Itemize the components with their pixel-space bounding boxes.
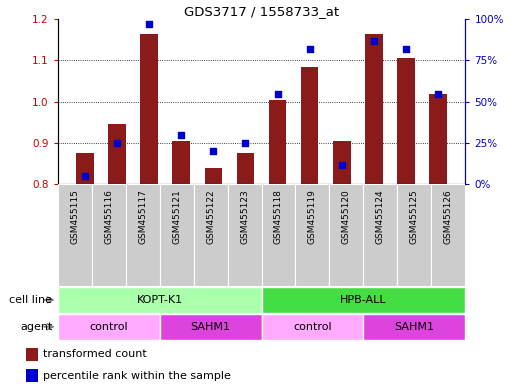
Bar bbox=[236, 153, 254, 184]
Point bbox=[274, 91, 282, 97]
Text: transformed count: transformed count bbox=[43, 349, 147, 359]
Text: GSM455116: GSM455116 bbox=[104, 189, 113, 244]
Bar bbox=[397, 184, 431, 286]
Bar bbox=[160, 184, 194, 286]
Point bbox=[402, 46, 410, 52]
Text: SAHM1: SAHM1 bbox=[394, 322, 435, 332]
Bar bbox=[269, 100, 287, 184]
Bar bbox=[397, 58, 415, 184]
Bar bbox=[363, 314, 465, 340]
Bar bbox=[363, 184, 397, 286]
Text: percentile rank within the sample: percentile rank within the sample bbox=[43, 371, 231, 381]
Text: control: control bbox=[293, 322, 332, 332]
Bar bbox=[329, 184, 363, 286]
Bar bbox=[429, 93, 447, 184]
Bar bbox=[76, 153, 94, 184]
Bar bbox=[26, 348, 38, 361]
Bar bbox=[262, 184, 295, 286]
Bar bbox=[160, 314, 262, 340]
Bar bbox=[228, 184, 262, 286]
Text: GSM455123: GSM455123 bbox=[240, 189, 249, 244]
Text: HPB-ALL: HPB-ALL bbox=[340, 295, 387, 305]
Bar bbox=[140, 34, 158, 184]
Text: GSM455119: GSM455119 bbox=[308, 189, 317, 244]
Bar bbox=[301, 67, 319, 184]
Text: GSM455118: GSM455118 bbox=[274, 189, 283, 244]
Bar bbox=[126, 184, 160, 286]
Bar bbox=[26, 369, 38, 382]
Bar bbox=[431, 184, 465, 286]
Bar bbox=[204, 168, 222, 184]
Bar bbox=[58, 184, 92, 286]
Point bbox=[177, 132, 186, 138]
Text: GSM455122: GSM455122 bbox=[206, 189, 215, 244]
Point bbox=[209, 148, 218, 154]
Text: GSM455124: GSM455124 bbox=[376, 189, 385, 244]
Bar bbox=[262, 314, 363, 340]
Text: cell line: cell line bbox=[9, 295, 52, 305]
Point bbox=[145, 21, 153, 27]
Text: control: control bbox=[89, 322, 128, 332]
Point bbox=[370, 38, 378, 44]
Text: GSM455115: GSM455115 bbox=[70, 189, 79, 244]
Point bbox=[434, 91, 442, 97]
Point bbox=[241, 140, 249, 146]
Bar bbox=[58, 287, 262, 313]
Bar bbox=[173, 141, 190, 184]
Bar bbox=[108, 124, 126, 184]
Title: GDS3717 / 1558733_at: GDS3717 / 1558733_at bbox=[184, 5, 339, 18]
Point bbox=[305, 46, 314, 52]
Bar bbox=[333, 141, 350, 184]
Text: KOPT-K1: KOPT-K1 bbox=[137, 295, 183, 305]
Bar bbox=[365, 34, 383, 184]
Text: GSM455117: GSM455117 bbox=[138, 189, 147, 244]
Bar bbox=[194, 184, 228, 286]
Bar bbox=[295, 184, 329, 286]
Point bbox=[81, 173, 89, 179]
Bar bbox=[92, 184, 126, 286]
Point bbox=[337, 161, 346, 167]
Text: GSM455121: GSM455121 bbox=[172, 189, 181, 244]
Text: SAHM1: SAHM1 bbox=[190, 322, 231, 332]
Bar bbox=[262, 287, 465, 313]
Point bbox=[113, 140, 121, 146]
Text: GSM455125: GSM455125 bbox=[410, 189, 419, 244]
Bar bbox=[58, 314, 160, 340]
Text: GSM455126: GSM455126 bbox=[444, 189, 453, 244]
Text: GSM455120: GSM455120 bbox=[342, 189, 351, 244]
Text: agent: agent bbox=[20, 322, 52, 332]
